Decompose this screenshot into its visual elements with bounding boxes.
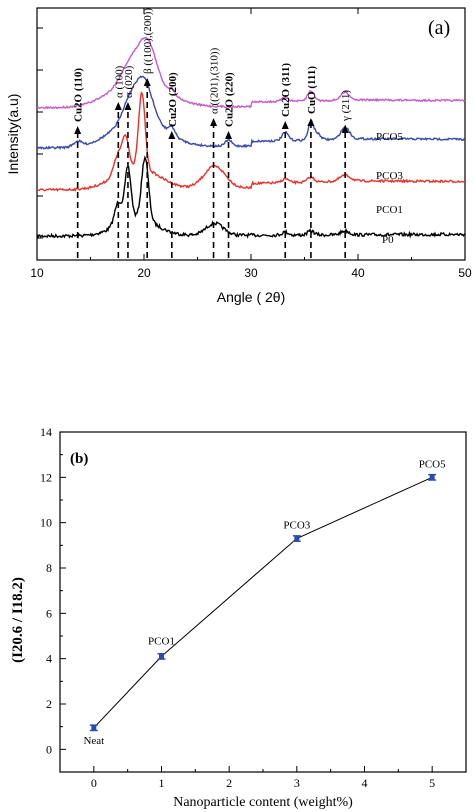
data-point xyxy=(159,653,164,659)
panel-b-x-tick-label: 0 xyxy=(91,776,97,790)
series-label-pco5: PCO5 xyxy=(376,131,403,143)
peak-marker-label: CuO (111) xyxy=(306,66,318,114)
peak-marker-label: β ((100),(200)) xyxy=(142,8,154,74)
peak-marker-arrowhead xyxy=(124,102,132,110)
data-point xyxy=(294,536,300,542)
peak-marker-label: α ((201),(310)) xyxy=(209,47,221,114)
peak-marker-label: Cu2O (220) xyxy=(224,72,236,127)
series-pco3-line xyxy=(36,75,466,151)
series-pco5-line xyxy=(36,36,466,110)
panel-a-x-tick-label: 30 xyxy=(244,266,258,280)
panel-b-y-tick-label: 12 xyxy=(40,470,52,484)
panel-b-y-tick-label: 8 xyxy=(46,561,52,575)
peak-marker-arrowhead xyxy=(74,126,82,134)
panel-b-label: (b) xyxy=(70,451,88,467)
panel-a-y-axis-title: Intensity(a.u) xyxy=(5,94,21,175)
peak-marker-arrowhead xyxy=(225,131,233,139)
peak-marker-arrowhead xyxy=(307,118,315,126)
peak-marker-arrowhead xyxy=(281,121,289,129)
panel-b-x-tick-label: 3 xyxy=(294,776,300,790)
panel-b-y-tick-label: 6 xyxy=(46,606,52,620)
panel-a-x-tick-label: 50 xyxy=(458,266,472,280)
series-label-pco1: PCO1 xyxy=(376,204,403,216)
peak-marker-label: γ (211) xyxy=(340,90,352,122)
panel-b-x-tick-label: 1 xyxy=(159,776,165,790)
panel-b-y-tick-label: 10 xyxy=(40,516,52,530)
panel-a-x-tick-label: 40 xyxy=(351,266,365,280)
peak-marker-arrowhead xyxy=(143,78,151,86)
series-label-p0: P0 xyxy=(382,234,394,246)
peak-marker-arrowhead xyxy=(168,131,176,139)
peak-marker-arrowhead xyxy=(210,118,218,126)
data-point-label: PCO5 xyxy=(419,458,446,470)
panel-b-x-tick-label: 5 xyxy=(429,776,435,790)
panel-b-y-tick-label: 2 xyxy=(46,697,52,711)
series-label-pco3: PCO3 xyxy=(376,170,403,182)
data-point xyxy=(91,725,97,731)
peak-marker-label: α (020) xyxy=(123,65,135,98)
peak-marker-arrowhead xyxy=(114,102,122,110)
peak-marker-label: Cu2O (110) xyxy=(73,68,85,122)
series-pco1-line xyxy=(37,91,466,192)
panel-a-x-tick-label: 20 xyxy=(137,266,151,280)
panel-b-frame xyxy=(59,431,467,773)
panel-b-x-axis-title: Nanoparticle content (weight%) xyxy=(173,795,353,810)
peak-marker-label: Cu2O (200) xyxy=(167,72,179,127)
panel-a-x-axis-title: Angle ( 2θ) xyxy=(217,289,285,305)
panel-b-x-tick-label: 4 xyxy=(362,776,368,790)
panel-b-x-tick-label: 2 xyxy=(226,776,232,790)
data-point-label: Neat xyxy=(83,735,104,747)
data-point xyxy=(429,474,435,480)
peak-marker-label: α (100) xyxy=(113,65,125,98)
panel-b-y-tick-label: 14 xyxy=(40,425,52,439)
panel-a-x-tick-label: 10 xyxy=(30,266,44,280)
panel-b-y-tick-label: 0 xyxy=(46,742,52,756)
panel-b-y-tick-label: 4 xyxy=(46,652,52,666)
data-point-label: PCO1 xyxy=(148,635,175,647)
peak-marker-label: Cu2O (311) xyxy=(280,63,292,117)
peak-marker-arrowhead xyxy=(341,125,349,133)
panel-b-y-axis-title: (I20.6 / I18.2) xyxy=(10,577,26,663)
panel-a-label: (a) xyxy=(428,17,450,39)
data-point-label: PCO3 xyxy=(283,520,310,532)
panel-b-trend-line xyxy=(93,476,433,729)
series-p0-line xyxy=(36,155,466,240)
